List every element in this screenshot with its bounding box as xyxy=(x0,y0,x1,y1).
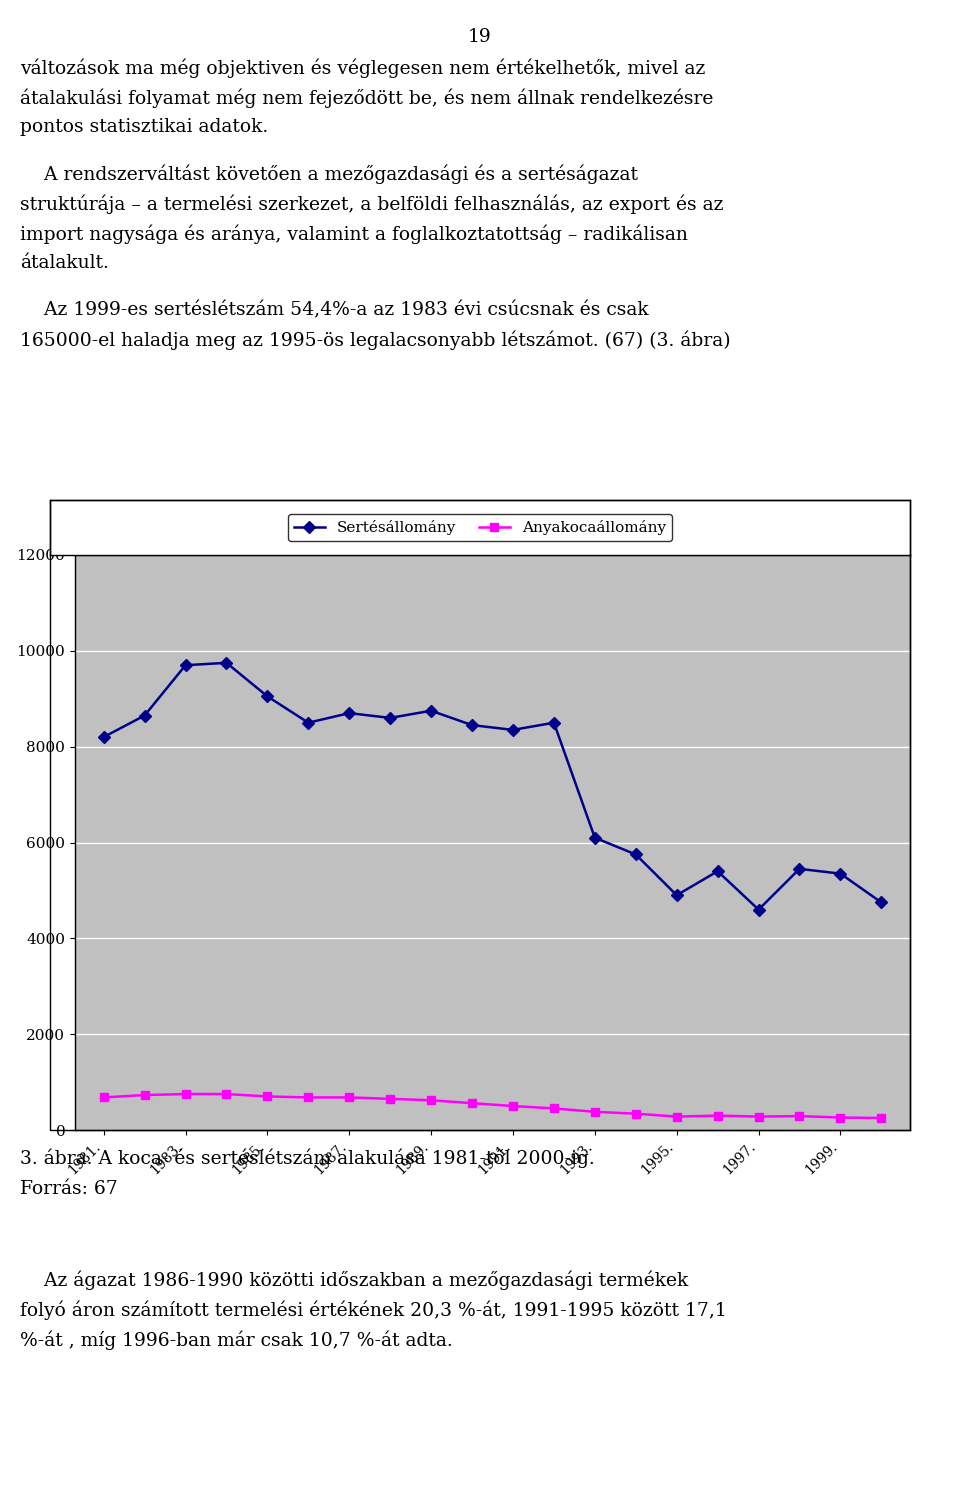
Sertésállomány xyxy=(425,701,437,719)
Sertésállomány xyxy=(548,713,560,731)
Sertésállomány xyxy=(507,721,518,739)
Text: 3. ábra. A koca- és sertéslétszám alakulása 1981-től 2000-ig.: 3. ábra. A koca- és sertéslétszám alakul… xyxy=(20,1148,595,1167)
Sertésállomány xyxy=(834,864,846,882)
Anyakocaállomány xyxy=(876,1108,887,1126)
Anyakocaállomány xyxy=(425,1092,437,1110)
Anyakocaállomány xyxy=(548,1099,560,1117)
Text: Az ágazat 1986-1990 közötti időszakban a mezőgazdasági termékek: Az ágazat 1986-1990 közötti időszakban a… xyxy=(20,1270,688,1289)
Sertésállomány xyxy=(221,654,232,673)
Anyakocaállomány xyxy=(98,1089,109,1107)
Text: import nagysága és aránya, valamint a foglalkoztatottság – radikálisan: import nagysága és aránya, valamint a fo… xyxy=(20,225,688,244)
Legend: Sertésállomány, Anyakocaállomány: Sertésállomány, Anyakocaállomány xyxy=(288,514,672,541)
Anyakocaállomány xyxy=(712,1107,724,1125)
Text: átalakulási folyamat még nem fejeződött be, és nem állnak rendelkezésre: átalakulási folyamat még nem fejeződött … xyxy=(20,87,713,107)
Anyakocaállomány xyxy=(753,1107,764,1125)
Anyakocaállomány xyxy=(139,1086,151,1104)
Text: Az 1999-es sertéslétszám 54,4%-a az 1983 évi csúcsnak és csak: Az 1999-es sertéslétszám 54,4%-a az 1983… xyxy=(20,302,649,320)
Text: változások ma még objektiven és véglegesen nem értékelhetők, mivel az: változások ma még objektiven és végleges… xyxy=(20,57,706,77)
Line: Sertésállomány: Sertésállomány xyxy=(100,659,885,914)
Text: A rendszerváltást követően a mezőgazdasági és a sertéságazat: A rendszerváltást követően a mezőgazdasá… xyxy=(20,164,638,184)
Anyakocaállomány xyxy=(467,1095,478,1113)
Sertésállomány xyxy=(262,688,274,706)
Anyakocaállomány xyxy=(671,1107,683,1125)
Sertésállomány xyxy=(794,860,805,878)
Anyakocaállomány xyxy=(589,1102,601,1120)
Text: pontos statisztikai adatok.: pontos statisztikai adatok. xyxy=(20,118,268,136)
Sertésállomány xyxy=(180,656,191,674)
Anyakocaállomány xyxy=(794,1107,805,1125)
Sertésállomány xyxy=(467,716,478,734)
Anyakocaállomány xyxy=(630,1105,641,1123)
Sertésállomány xyxy=(630,846,641,864)
Anyakocaállomány xyxy=(262,1087,274,1105)
Sertésállomány xyxy=(753,900,764,918)
Anyakocaállomány xyxy=(834,1108,846,1126)
Text: átalakult.: átalakult. xyxy=(20,255,108,273)
Sertésállomány xyxy=(344,704,355,722)
Line: Anyakocaállomány: Anyakocaállomány xyxy=(100,1090,885,1122)
Sertésállomány xyxy=(384,709,396,727)
Text: struktúrája – a termelési szerkezet, a belföldi felhasználás, az export és az: struktúrája – a termelési szerkezet, a b… xyxy=(20,195,724,214)
Sertésállomány xyxy=(876,893,887,911)
Anyakocaállomány xyxy=(302,1089,314,1107)
Sertésállomány xyxy=(671,887,683,905)
Text: %-át , míg 1996-ban már csak 10,7 %-át adta.: %-át , míg 1996-ban már csak 10,7 %-át a… xyxy=(20,1330,453,1350)
Anyakocaállomány xyxy=(507,1096,518,1114)
Anyakocaállomány xyxy=(221,1086,232,1104)
Text: folyó áron számított termelési értékének 20,3 %-át, 1991-1995 között 17,1: folyó áron számított termelési értékének… xyxy=(20,1300,727,1320)
Sertésállomány xyxy=(98,728,109,746)
Text: 19: 19 xyxy=(468,29,492,47)
Text: Forrás: 67: Forrás: 67 xyxy=(20,1179,118,1197)
Sertésállomány xyxy=(589,829,601,847)
Text: 165000-el haladja meg az 1995-ös legalacsonyabb létszámot. (67) (3. ábra): 165000-el haladja meg az 1995-ös legalac… xyxy=(20,330,731,350)
Sertésállomány xyxy=(712,863,724,881)
Sertésállomány xyxy=(302,713,314,731)
Anyakocaállomány xyxy=(180,1086,191,1104)
Sertésállomány xyxy=(139,706,151,724)
Anyakocaállomány xyxy=(384,1090,396,1108)
Anyakocaállomány xyxy=(344,1089,355,1107)
